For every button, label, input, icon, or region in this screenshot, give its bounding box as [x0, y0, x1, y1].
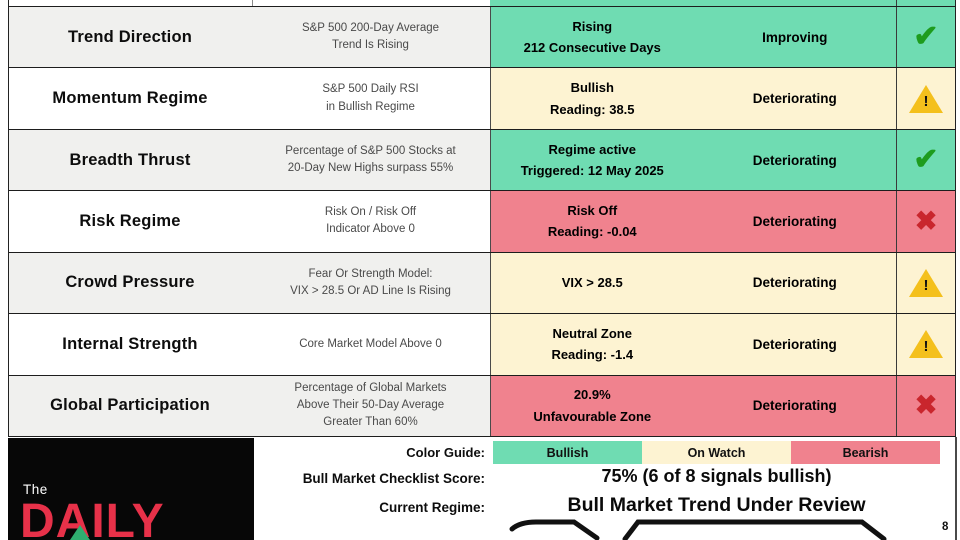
signal-status: Rising 212 Consecutive Days: [523, 18, 661, 56]
logo-daily-text: DAILY: [20, 495, 165, 540]
signal-icon-cell: !: [896, 68, 955, 129]
signal-status: Bullish Reading: 38.5: [549, 80, 635, 117]
signal-description: Core Market Model Above 0: [299, 337, 442, 350]
signal-name: Breadth Thrust: [9, 129, 251, 191]
signal-icon-cell: ✔: [896, 129, 955, 191]
warning-icon: !: [909, 268, 943, 297]
signal-trend: Deteriorating: [752, 398, 837, 414]
signal-trend: Deteriorating: [752, 91, 837, 107]
signal-status-band: Risk Off Reading: -0.04 Deteriorating: [490, 191, 896, 252]
current-regime-label: Current Regime:: [379, 500, 485, 515]
table-row: Breadth Thrust Percentage of S&P 500 Stoc…: [9, 128, 955, 191]
signal-description: Fear Or Strength Model: VIX > 28.5 Or AD …: [251, 252, 490, 314]
signal-status-band: Rising 212 Consecutive Days Improving: [490, 7, 896, 68]
signal-description: S&P 500 Daily RSI in Bullish Regime: [322, 83, 419, 113]
signal-status: VIX > 28.5: [561, 275, 623, 291]
signal-trend: Deteriorating: [752, 275, 837, 291]
logo-the-text: The: [23, 482, 48, 497]
table-top-sliver: [9, 0, 955, 6]
check-icon: ✔: [913, 143, 939, 177]
signal-name: Momentum Regime: [52, 89, 208, 108]
signal-status: 20.9% Unfavourable Zone: [533, 387, 652, 424]
table-row: Trend Direction S&P 500 200-Day Average Tr…: [9, 6, 955, 68]
signal-icon-cell: ✔: [896, 7, 955, 68]
signal-status: Regime active Triggered: 12 May 2025: [520, 141, 664, 179]
signal-icon-cell: ✖: [896, 191, 955, 252]
signal-status-band: 20.9% Unfavourable Zone Deteriorating: [490, 375, 896, 436]
legend-bullish: Bullish: [493, 441, 642, 464]
checklist-score-label: Bull Market Checklist Score:: [302, 471, 485, 486]
signal-name: Risk Regime: [79, 211, 181, 230]
checklist-score-value: 75% (6 of 8 signals bullish): [601, 466, 832, 486]
signal-description: Risk On / Risk Off Indicator Above 0: [324, 206, 417, 236]
table-row: Momentum Regime S&P 500 Daily RSI in Bulli…: [9, 67, 955, 129]
current-regime-value: Bull Market Trend Under Review: [567, 494, 866, 516]
signal-status-band: Neutral Zone Reading: -1.4 Deteriorating: [490, 314, 896, 375]
signal-trend: Deteriorating: [752, 152, 837, 168]
signal-icon-cell: !: [896, 252, 955, 314]
signal-trend: Deteriorating: [752, 336, 837, 352]
signal-status-band: VIX > 28.5 Deteriorating: [490, 252, 896, 314]
signal-name: Trend Direction: [9, 7, 251, 68]
footer-right-border: [955, 437, 957, 540]
cutoff-banner-shapes: [509, 519, 887, 540]
daily-logo: The DAILY: [8, 438, 254, 540]
check-icon: ✔: [913, 20, 939, 54]
signal-description: Percentage of Global Markets Above Their …: [251, 375, 490, 436]
bull-market-checklist-table: Trend Direction S&P 500 200-Day Average Tr…: [8, 0, 956, 437]
signal-description: S&P 500 200-Day Average Trend Is Rising: [251, 7, 490, 68]
signal-description: Percentage of S&P 500 Stocks at 20-Day Ne…: [251, 129, 490, 191]
cross-icon: ✖: [914, 205, 938, 236]
signal-trend: Deteriorating: [752, 213, 837, 229]
signal-name: Crowd Pressure: [9, 252, 251, 314]
color-guide-label: Color Guide:: [406, 445, 485, 460]
table-row: Internal Strength Core Market Model Above…: [9, 313, 955, 375]
table-row: Risk Regime Risk On / Risk Off Indicator A…: [9, 190, 955, 252]
warning-icon: !: [909, 330, 943, 359]
signal-name: Global Participation: [9, 375, 251, 436]
legend-on-watch: On Watch: [642, 441, 791, 464]
signal-icon-cell: ✖: [896, 375, 955, 436]
cross-icon: ✖: [914, 390, 938, 421]
legend-bearish: Bearish: [791, 441, 940, 464]
signal-icon-cell: !: [896, 314, 955, 375]
logo-up-arrow-icon: [70, 525, 90, 540]
signal-status-band: Bullish Reading: 38.5 Deteriorating: [490, 68, 896, 129]
table-row: Crowd Pressure Fear Or Strength Model: VIX…: [9, 251, 955, 314]
color-guide-legend: Bullish On Watch Bearish: [493, 441, 940, 464]
page-number: 8: [942, 521, 949, 533]
signal-status: Neutral Zone Reading: -1.4: [551, 325, 634, 363]
signal-status-band: Regime active Triggered: 12 May 2025 Deter…: [490, 129, 896, 191]
signal-name: Internal Strength: [62, 334, 198, 353]
signal-trend: Improving: [762, 29, 828, 45]
warning-icon: !: [909, 84, 943, 113]
signal-status: Risk Off Reading: -0.04: [547, 203, 637, 240]
sliver-status-band: [490, 0, 955, 6]
table-row: Global Participation Percentage of Global…: [9, 374, 955, 436]
